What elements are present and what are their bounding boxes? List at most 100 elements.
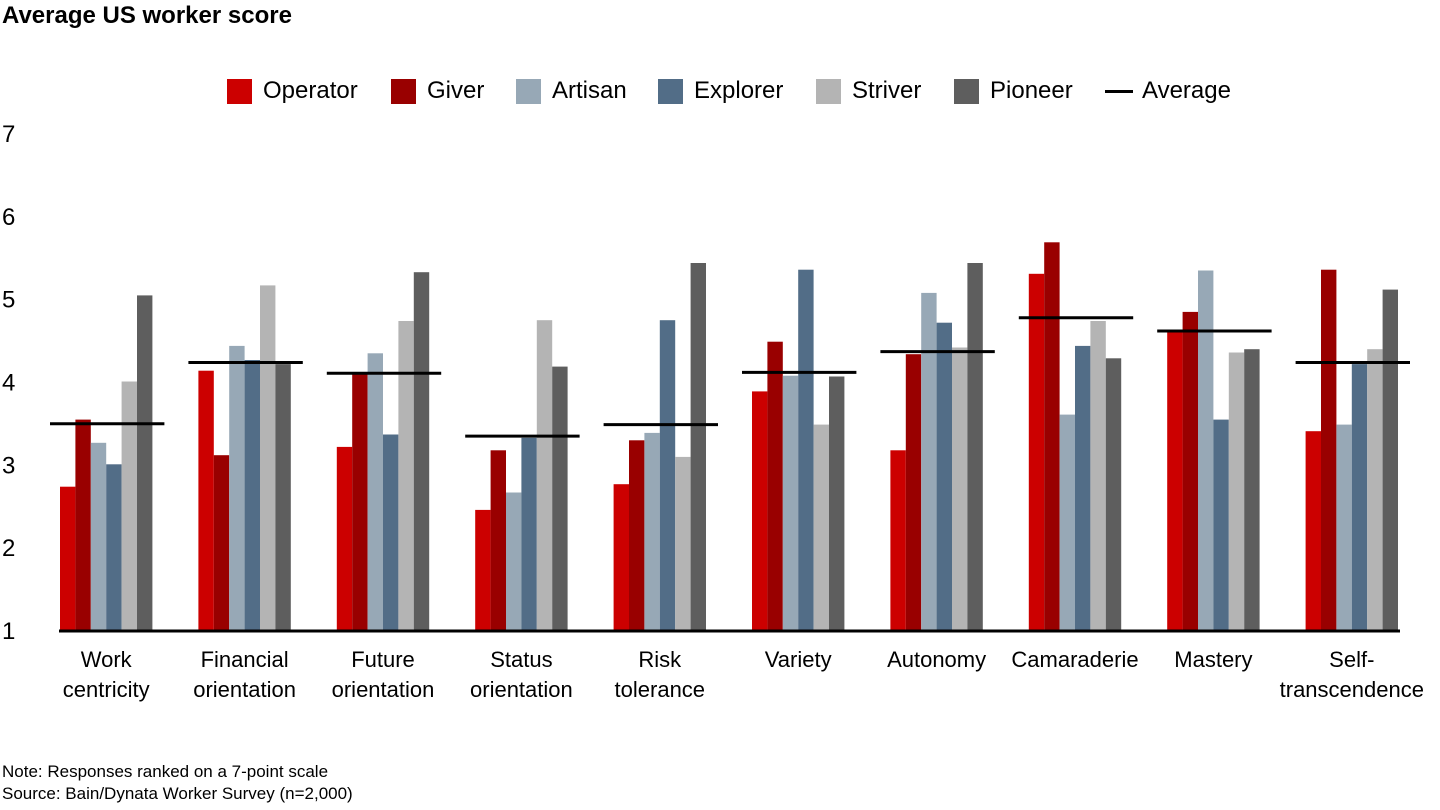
legend-item-giver: Giver	[391, 74, 484, 108]
x-tick-label-line: Future	[351, 647, 415, 672]
bar-artisan-self-transcendence	[1336, 424, 1352, 630]
legend-item-artisan: Artisan	[516, 74, 627, 108]
bar-explorer-variety	[798, 269, 814, 630]
x-tick-label-line: Camaraderie	[1011, 647, 1138, 672]
bar-striver-camaraderie	[1090, 321, 1106, 630]
y-axis-ticks: 1 2 3 4 5 6 7	[2, 121, 15, 645]
bar-operator-mastery	[1167, 331, 1183, 630]
legend-swatch-pioneer	[954, 78, 979, 104]
x-tick-label: Variety	[765, 647, 832, 672]
bar-artisan-camaraderie	[1059, 414, 1075, 630]
bar-giver-mastery	[1182, 311, 1198, 630]
footnote: Note: Responses ranked on a 7-point scal…	[2, 762, 329, 781]
legend-swatch-artisan	[516, 78, 541, 104]
bar-giver-self-transcendence	[1321, 269, 1337, 630]
x-tick-label-line: Work	[81, 647, 133, 672]
legend-label-artisan: Artisan	[552, 77, 627, 104]
legend-swatch-striver	[816, 78, 841, 104]
bars	[60, 242, 1398, 631]
bar-pioneer-risk-tolerance	[690, 263, 706, 630]
y-tick-label: 3	[2, 452, 15, 479]
y-tick-label: 6	[2, 204, 15, 231]
bar-giver-risk-tolerance	[629, 440, 645, 630]
bar-giver-status-orientation	[490, 450, 506, 630]
bar-striver-financial-orientation	[260, 285, 276, 630]
x-tick-label: Work centricity	[63, 647, 150, 702]
bar-artisan-mastery	[1198, 270, 1214, 630]
x-tick-label: Future orientation	[332, 647, 435, 702]
bar-explorer-risk-tolerance	[659, 320, 676, 630]
x-tick-label-line: Status	[490, 647, 552, 672]
legend-label-giver: Giver	[427, 77, 485, 104]
legend-label-explorer: Explorer	[694, 77, 784, 104]
legend-item-average: Average	[1105, 74, 1231, 108]
x-tick-label-line: Financial	[201, 647, 289, 672]
legend-item-pioneer: Pioneer	[954, 74, 1073, 108]
bar-pioneer-work-centricity	[137, 295, 153, 630]
bar-explorer-work-centricity	[106, 464, 122, 630]
legend-label-striver: Striver	[852, 77, 922, 104]
bar-striver-future-orientation	[398, 321, 414, 630]
legend-line-average	[1105, 89, 1133, 93]
bar-striver-variety	[813, 424, 829, 630]
x-tick-label-line: Risk	[638, 647, 682, 672]
x-axis-labels: Work centricity Financial orientation Future…	[63, 647, 1424, 702]
bar-explorer-mastery	[1213, 419, 1229, 630]
y-tick-label: 5	[2, 287, 15, 314]
legend-label-pioneer: Pioneer	[990, 77, 1073, 104]
bar-explorer-status-orientation	[521, 437, 537, 630]
bar-explorer-self-transcendence	[1351, 364, 1368, 630]
x-tick-label: Mastery	[1174, 647, 1252, 672]
bar-pioneer-self-transcendence	[1382, 289, 1398, 630]
x-tick-label-line: tolerance	[615, 677, 706, 702]
bar-striver-status-orientation	[536, 320, 553, 630]
bar-explorer-future-orientation	[383, 434, 399, 630]
x-tick-label: Risk tolerance	[615, 647, 706, 702]
x-tick-label-line: orientation	[470, 677, 573, 702]
x-tick-label: Camaraderie	[1011, 647, 1138, 672]
bar-operator-autonomy	[890, 450, 906, 630]
bar-explorer-autonomy	[936, 322, 952, 630]
bar-giver-camaraderie	[1044, 242, 1060, 631]
x-tick-label: Self-transcendence	[1280, 647, 1424, 702]
bar-artisan-autonomy	[921, 292, 937, 630]
bar-artisan-variety	[782, 375, 799, 630]
bar-pioneer-variety	[829, 376, 845, 630]
x-tick-label: Autonomy	[887, 647, 986, 672]
bar-operator-status-orientation	[475, 509, 491, 630]
legend-label-operator: Operator	[263, 77, 358, 104]
bar-operator-variety	[752, 391, 768, 630]
legend-label-average: Average	[1142, 77, 1231, 104]
bar-operator-self-transcendence	[1305, 431, 1321, 630]
legend-item-explorer: Explorer	[658, 74, 783, 108]
bar-artisan-status-orientation	[506, 492, 522, 630]
bar-striver-work-centricity	[121, 381, 137, 630]
bar-operator-financial-orientation	[198, 370, 214, 630]
chart-title: Average US worker score	[2, 2, 292, 29]
bar-chart: 1 2 3 4 5 6 7 Work centricity Financial orientati…	[2, 121, 1424, 702]
bar-pioneer-future-orientation	[413, 272, 430, 630]
bar-giver-financial-orientation	[213, 455, 230, 630]
x-tick-label: Status orientation	[470, 647, 573, 702]
x-tick-label-line: Autonomy	[887, 647, 986, 672]
bar-operator-work-centricity	[60, 486, 76, 630]
bar-pioneer-camaraderie	[1105, 358, 1122, 630]
y-tick-label: 2	[2, 535, 15, 562]
x-tick-label-line: centricity	[63, 677, 150, 702]
x-tick-label-line: transcendence	[1280, 677, 1424, 702]
bar-striver-self-transcendence	[1367, 349, 1383, 630]
bar-striver-autonomy	[952, 347, 968, 630]
bar-artisan-future-orientation	[367, 353, 383, 630]
source-note: Source: Bain/Dynata Worker Survey (n=2,0…	[2, 784, 353, 803]
bar-pioneer-status-orientation	[552, 366, 568, 630]
bar-striver-risk-tolerance	[675, 456, 691, 630]
y-tick-label: 4	[2, 370, 15, 397]
bar-operator-camaraderie	[1028, 273, 1045, 630]
bar-explorer-financial-orientation	[244, 360, 260, 630]
x-tick-label-line: Mastery	[1174, 647, 1252, 672]
bar-explorer-camaraderie	[1075, 345, 1091, 630]
legend-swatch-operator	[227, 78, 252, 104]
bar-pioneer-autonomy	[967, 263, 983, 630]
x-tick-label-line: Variety	[765, 647, 832, 672]
bar-pioneer-mastery	[1244, 349, 1260, 630]
